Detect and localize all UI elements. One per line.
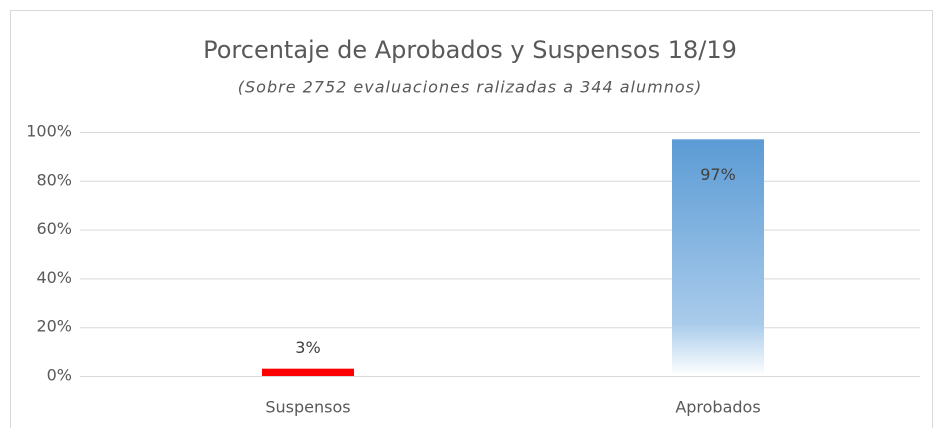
y-tick-label: 60% xyxy=(36,219,72,238)
y-tick-label: 100% xyxy=(26,122,72,141)
bar xyxy=(262,368,354,376)
chart-subtitle: (Sobre 2752 evaluaciones ralizadas a 344… xyxy=(238,78,702,97)
chart-title: Porcentaje de Aprobados y Suspensos 18/1… xyxy=(203,36,737,64)
y-tick-label: 40% xyxy=(36,268,72,287)
chart-border xyxy=(10,10,933,428)
x-tick-label: Suspensos xyxy=(265,398,350,417)
x-tick-label: Aprobados xyxy=(675,398,760,417)
y-tick-label: 20% xyxy=(36,317,72,336)
bar xyxy=(672,139,764,376)
data-label: 3% xyxy=(295,338,320,357)
data-label: 97% xyxy=(700,165,736,184)
y-tick-label: 80% xyxy=(36,170,72,189)
y-tick-label: 0% xyxy=(47,366,72,385)
